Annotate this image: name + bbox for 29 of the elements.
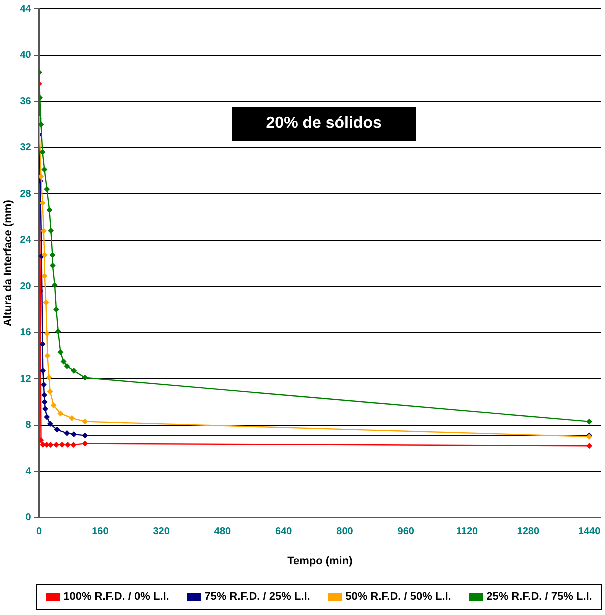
- x-axis-title: Tempo (min): [288, 555, 354, 568]
- x-tick-label: 160: [92, 526, 110, 538]
- x-tick-label: 480: [214, 526, 232, 538]
- y-tick-label: 20: [20, 281, 32, 292]
- y-tick-label: 8: [26, 420, 32, 432]
- x-tick-label: 1120: [456, 526, 479, 538]
- legend-label: 25% R.F.D. / 75% L.I.: [486, 591, 592, 603]
- y-tick-label: 24: [20, 235, 32, 246]
- y-tick-label: 40: [20, 50, 32, 62]
- y-tick-label: 36: [20, 96, 32, 108]
- x-tick-label: 0: [36, 526, 43, 538]
- y-tick-label: 12: [20, 374, 32, 385]
- legend-label: 75% R.F.D. / 25% L.I.: [204, 591, 310, 603]
- y-tick-label: 28: [20, 188, 32, 200]
- y-tick-label: 0: [26, 512, 32, 524]
- x-tick-label: 320: [153, 526, 170, 538]
- legend-label: 50% R.F.D. / 50% L.I.: [346, 591, 452, 603]
- y-tick-label: 44: [20, 4, 32, 15]
- x-tick-label: 800: [336, 526, 354, 538]
- x-tick-label: 1280: [517, 526, 540, 538]
- y-tick-label: 4: [26, 466, 32, 478]
- x-tick-label: 640: [276, 526, 293, 538]
- caption-box: 20% de sólidos: [232, 107, 416, 141]
- y-tick-label: 32: [20, 142, 32, 154]
- y-axis-title: Altura da Interface (mm): [2, 200, 15, 327]
- y-tick-label: 16: [20, 328, 32, 339]
- legend-label: 100% R.F.D. / 0% L.I.: [64, 591, 170, 603]
- x-tick-label: 1440: [578, 526, 602, 538]
- x-tick-label: 960: [398, 526, 415, 538]
